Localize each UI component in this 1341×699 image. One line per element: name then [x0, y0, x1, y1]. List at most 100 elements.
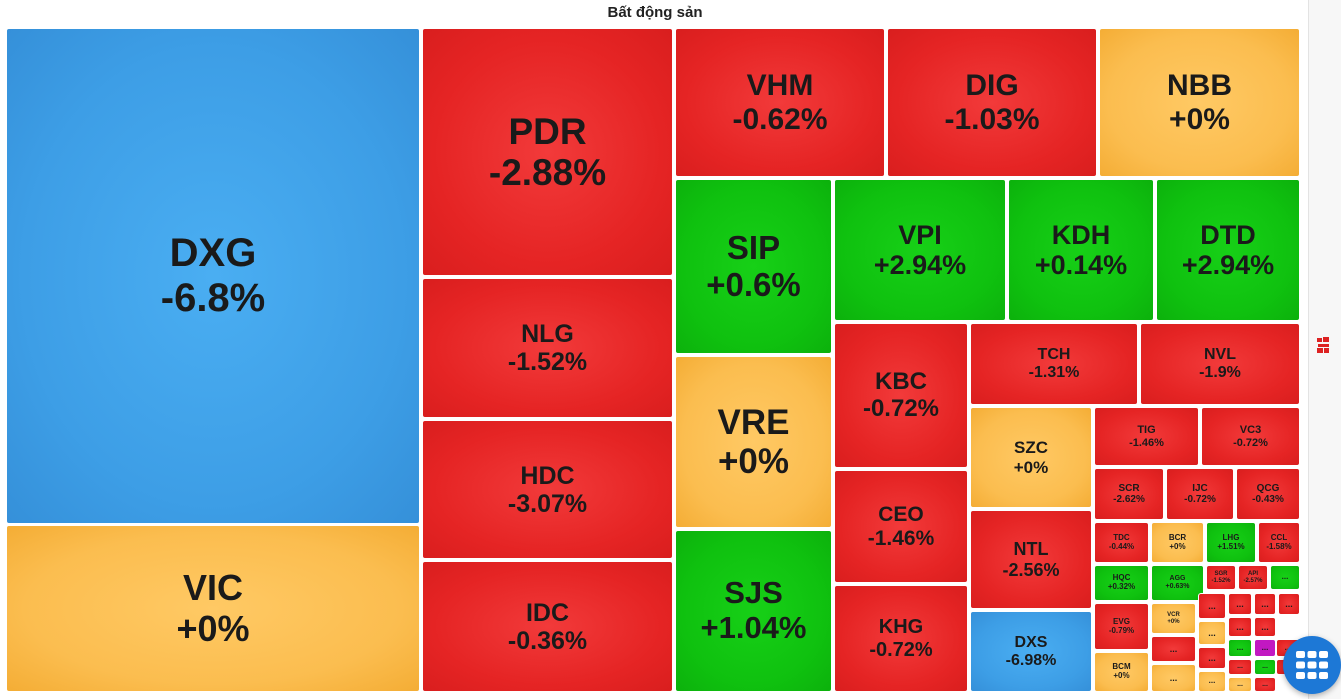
stock-symbol: VRE — [717, 402, 790, 442]
stock-tile[interactable]: ... — [1254, 617, 1276, 637]
stock-tile[interactable]: AGG +0.63% — [1151, 565, 1204, 601]
stock-tile[interactable]: SGR -1.52% — [1206, 565, 1236, 590]
stock-symbol: NTL — [1013, 539, 1049, 560]
brand-logo-icon — [1317, 337, 1329, 353]
stock-symbol: NVL — [1204, 346, 1236, 364]
stock-tile[interactable]: ... — [1228, 593, 1252, 615]
price-change: -1.46% — [1129, 436, 1164, 449]
stock-symbol: DXG — [169, 231, 257, 276]
stock-tile[interactable]: KHG -0.72% — [834, 585, 968, 692]
stock-tile[interactable]: NVL -1.9% — [1140, 323, 1300, 405]
stock-tile[interactable]: CCL -1.58% — [1258, 522, 1300, 563]
stock-tile[interactable]: DIG -1.03% — [887, 28, 1097, 177]
stock-tile[interactable]: BCM +0% — [1094, 652, 1149, 692]
stock-tile[interactable]: HDC -3.07% — [422, 420, 673, 559]
stock-symbol: ... — [1208, 600, 1216, 611]
price-change: +0% — [1169, 102, 1230, 136]
stock-tile[interactable]: DXG -6.8% — [6, 28, 420, 524]
stock-tile[interactable]: VIC +0% — [6, 525, 420, 692]
stock-tile[interactable]: NBB +0% — [1099, 28, 1300, 177]
stock-tile[interactable]: SIP +0.6% — [675, 179, 832, 354]
price-change: -3.07% — [507, 489, 588, 518]
stock-tile[interactable]: VCR +0% — [1151, 603, 1196, 634]
stock-tile[interactable]: HQC +0.32% — [1094, 565, 1149, 601]
stock-tile[interactable]: BCR +0% — [1151, 522, 1204, 563]
stock-tile[interactable]: VPI +2.94% — [834, 179, 1006, 321]
price-change: -6.8% — [160, 276, 266, 320]
stock-tile[interactable]: ... — [1254, 639, 1276, 657]
price-change: -0.72% — [1233, 436, 1268, 449]
stock-symbol: ... — [1236, 642, 1244, 652]
price-change: -1.52% — [507, 348, 588, 376]
stock-tile[interactable]: SJS +1.04% — [675, 530, 832, 692]
stock-tile[interactable]: ... — [1270, 565, 1300, 590]
stock-tile[interactable]: TDC -0.44% — [1094, 522, 1149, 563]
stock-tile[interactable]: KDH +0.14% — [1008, 179, 1154, 321]
price-change: -0.43% — [1252, 494, 1284, 505]
stock-tile[interactable]: DTD +2.94% — [1156, 179, 1300, 321]
stock-tile[interactable]: NTL -2.56% — [970, 510, 1092, 609]
stock-tile[interactable]: ... — [1198, 671, 1226, 692]
stock-tile[interactable]: VC3 -0.72% — [1201, 407, 1300, 466]
stock-tile[interactable]: SCR -2.62% — [1094, 468, 1164, 520]
stock-symbol: TCH — [1037, 346, 1071, 364]
stock-tile[interactable]: CEO -1.46% — [834, 470, 968, 583]
stock-tile[interactable]: ... — [1228, 677, 1252, 692]
stock-tile[interactable]: SZC +0% — [970, 407, 1092, 508]
stock-tile[interactable]: VRE +0% — [675, 356, 832, 528]
stock-tile[interactable]: PDR -2.88% — [422, 28, 673, 276]
stock-tile[interactable]: ... — [1198, 647, 1226, 669]
stock-symbol: ... — [1208, 652, 1216, 663]
stock-tile[interactable]: KBC -0.72% — [834, 323, 968, 468]
stock-tile[interactable]: ... — [1278, 593, 1300, 615]
stock-tile[interactable]: NLG -1.52% — [422, 278, 673, 418]
stock-symbol: ... — [1237, 663, 1243, 671]
stock-tile[interactable]: ... — [1151, 664, 1196, 692]
stock-tile[interactable]: ... — [1151, 636, 1196, 662]
stock-tile[interactable]: ... — [1228, 617, 1252, 637]
stock-tile[interactable]: API -2.57% — [1238, 565, 1268, 590]
stock-symbol: VC3 — [1239, 424, 1262, 437]
treemap-title: Bất động sản — [607, 4, 703, 21]
price-change: +1.51% — [1217, 541, 1245, 551]
stock-tile[interactable]: VHM -0.62% — [675, 28, 885, 177]
stock-tile[interactable]: ... — [1198, 593, 1226, 619]
stock-tile[interactable]: QCG -0.43% — [1236, 468, 1300, 520]
stock-symbol: VHM — [746, 68, 814, 102]
stock-symbol: KDH — [1051, 219, 1111, 250]
stock-tile[interactable]: DXS -6.98% — [970, 611, 1092, 692]
stock-tile[interactable]: TIG -1.46% — [1094, 407, 1199, 466]
stock-symbol: ... — [1208, 676, 1216, 686]
stock-tile[interactable]: IJC -0.72% — [1166, 468, 1234, 520]
stock-tile[interactable]: ... — [1254, 677, 1276, 692]
stock-tile[interactable]: ... — [1228, 659, 1252, 675]
stock-tile[interactable]: LHG +1.51% — [1206, 522, 1256, 563]
stock-symbol: DTD — [1200, 219, 1256, 250]
stock-tile[interactable]: IDC -0.36% — [422, 561, 673, 692]
price-change: +0% — [176, 607, 250, 649]
stock-symbol: EVG — [1113, 616, 1130, 626]
menu-grid-button[interactable] — [1283, 636, 1341, 694]
stock-symbol: ... — [1261, 642, 1269, 652]
grid-icon — [1296, 651, 1328, 679]
stock-symbol: NBB — [1167, 68, 1232, 102]
stock-symbol: SIP — [726, 228, 781, 266]
price-change: -0.62% — [732, 102, 828, 136]
stock-tile[interactable]: ... — [1254, 593, 1276, 615]
price-change: +0.14% — [1034, 250, 1128, 280]
stock-symbol: CEO — [878, 502, 924, 526]
stock-symbol: AGG — [1169, 575, 1186, 583]
stock-tile[interactable]: ... — [1228, 639, 1252, 657]
stock-symbol: ... — [1236, 621, 1244, 632]
stock-tile[interactable]: TCH -1.31% — [970, 323, 1138, 405]
price-change: -0.72% — [1184, 494, 1216, 505]
price-change: +0% — [1113, 671, 1130, 680]
stock-tile[interactable]: ... — [1198, 621, 1226, 645]
stock-tile[interactable]: ... — [1254, 659, 1276, 675]
price-change: -2.88% — [488, 152, 607, 193]
stock-symbol: SCR — [1118, 482, 1140, 494]
stock-symbol: SZC — [1014, 438, 1048, 458]
stock-symbol: CCL — [1270, 532, 1288, 542]
stock-symbol: SGR — [1214, 570, 1228, 577]
stock-tile[interactable]: EVG -0.79% — [1094, 603, 1149, 650]
